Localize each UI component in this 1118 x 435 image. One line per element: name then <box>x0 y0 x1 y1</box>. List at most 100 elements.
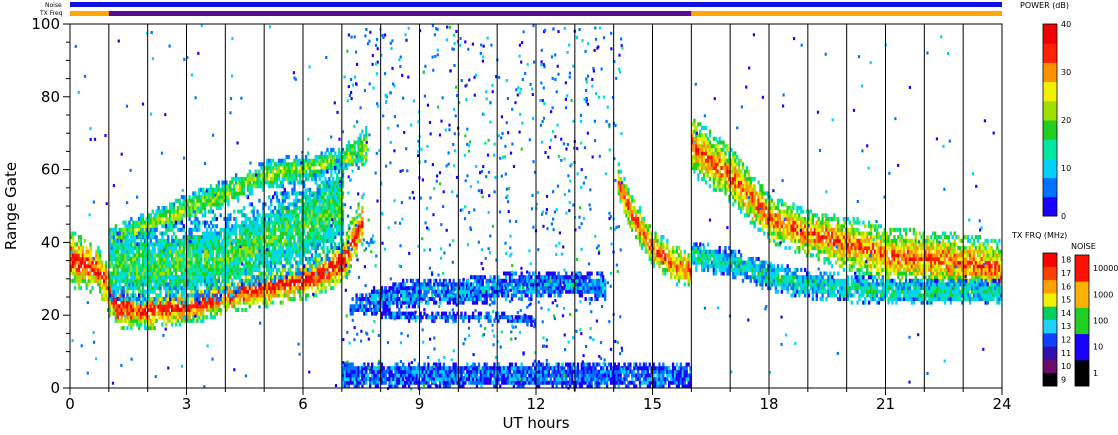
heatmap-cell <box>204 253 207 258</box>
heatmap-cell <box>120 235 123 240</box>
heatmap-cell <box>382 297 385 302</box>
heatmap-cell <box>112 286 116 291</box>
heatmap-cell <box>71 267 75 272</box>
heatmap-cell <box>240 238 244 243</box>
heatmap-cell <box>122 235 125 240</box>
heatmap-cell <box>409 297 413 302</box>
heatmap-cell <box>330 191 333 196</box>
heatmap-cell <box>233 271 236 276</box>
heatmap-cell <box>312 213 316 218</box>
heatmap-cell <box>312 173 316 178</box>
heatmap-cell <box>231 180 234 185</box>
heatmap-cell <box>318 267 321 272</box>
heatmap-cell <box>293 213 296 218</box>
heatmap-cell <box>233 224 236 229</box>
heatmap-cell <box>270 271 273 276</box>
heatmap-cell <box>337 155 341 160</box>
heatmap-cell <box>384 307 387 312</box>
heatmap-cell <box>569 289 572 294</box>
heatmap-cell <box>215 264 218 269</box>
heatmap-cell <box>398 311 401 316</box>
heatmap-cell <box>438 297 442 302</box>
heatmap-cell <box>118 257 121 262</box>
heatmap-cell <box>256 224 259 229</box>
heatmap-cell <box>376 307 380 312</box>
heatmap-cell <box>341 249 345 254</box>
heatmap-cell <box>176 318 180 323</box>
heatmap-cell <box>128 227 131 232</box>
heatmap-cell <box>79 278 83 283</box>
heatmap-cell <box>254 267 257 272</box>
heatmap-cell <box>172 216 176 221</box>
heatmap-cell <box>205 202 209 207</box>
heatmap-cell <box>153 267 156 272</box>
heatmap-cell <box>130 257 133 262</box>
heatmap-cell <box>161 235 164 240</box>
heatmap-cell <box>71 249 75 254</box>
heatmap-cell <box>287 220 290 225</box>
heatmap-cell <box>143 253 147 258</box>
heatmap-cell <box>390 297 393 302</box>
heatmap-cell <box>308 195 312 200</box>
heatmap-cell <box>275 257 279 262</box>
heatmap-cell <box>289 231 292 236</box>
heatmap-cell <box>306 271 310 276</box>
heatmap-cell <box>211 271 215 276</box>
heatmap-cell <box>264 260 267 265</box>
heatmap-cell <box>293 173 296 178</box>
heatmap-cell <box>268 275 271 280</box>
heatmap-cell <box>141 304 145 309</box>
heatmap-cell <box>213 297 217 302</box>
heatmap-cell <box>188 260 191 265</box>
heatmap-cell <box>207 289 211 294</box>
heatmap-cell <box>339 235 343 240</box>
heatmap-cell <box>186 206 189 211</box>
heatmap-cell <box>246 300 250 305</box>
heatmap-cell <box>178 253 182 258</box>
heatmap-cell <box>122 227 125 232</box>
heatmap-cell <box>237 242 240 247</box>
heatmap-cell <box>501 293 504 298</box>
heatmap-cell <box>320 151 323 156</box>
heatmap-cell <box>192 249 195 254</box>
heatmap-cell <box>116 249 119 254</box>
heatmap-cell <box>258 278 261 283</box>
heatmap-cell <box>450 315 453 320</box>
heatmap-cell <box>526 278 529 283</box>
heatmap-cell <box>153 220 156 225</box>
heatmap-cell <box>174 260 178 265</box>
heatmap-cell <box>159 242 162 247</box>
heatmap-cell <box>204 267 207 272</box>
heatmap-cell <box>481 293 484 298</box>
heatmap-cell <box>194 246 197 251</box>
heatmap-cell <box>351 238 354 243</box>
heatmap-cell <box>336 195 339 200</box>
heatmap-cell <box>330 257 333 262</box>
heatmap-cell <box>114 242 118 247</box>
heatmap-cell <box>318 216 321 221</box>
heatmap-cell <box>188 209 191 214</box>
heatmap-cell <box>312 260 316 265</box>
heatmap-cell <box>526 275 529 280</box>
heatmap-cell <box>324 158 327 163</box>
heatmap-cell <box>227 300 230 305</box>
heatmap-cell <box>120 249 123 254</box>
heatmap-cell <box>70 246 73 251</box>
heatmap-cell <box>320 275 323 280</box>
heatmap-cell <box>301 286 304 291</box>
heatmap-cell <box>281 282 284 287</box>
heatmap-cell <box>363 311 366 316</box>
heatmap-cell <box>279 282 283 287</box>
heatmap-cell <box>419 311 422 316</box>
heatmap-cell <box>194 271 197 276</box>
heatmap-cell <box>153 260 156 265</box>
heatmap-cell <box>110 311 114 316</box>
heatmap-cell <box>326 246 329 251</box>
heatmap-cell <box>106 286 110 291</box>
heatmap-cell <box>178 264 182 269</box>
heatmap-cell <box>89 253 92 258</box>
heatmap-cell <box>182 282 185 287</box>
heatmap-cell <box>171 253 174 258</box>
heatmap-cell <box>339 257 343 262</box>
heatmap-cell <box>402 300 405 305</box>
